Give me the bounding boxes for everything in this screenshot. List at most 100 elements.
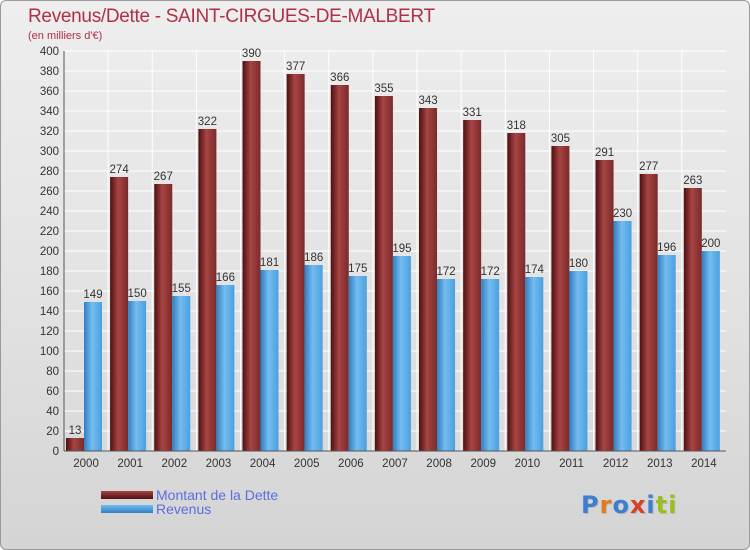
- x-tick-label: 2002: [162, 458, 188, 470]
- bar-debt: [242, 61, 261, 451]
- bar-debt: [330, 85, 349, 451]
- data-label-revenue: 200: [701, 238, 720, 250]
- bar-debt: [198, 129, 217, 451]
- y-tick-label: 40: [46, 406, 59, 418]
- bar-debt: [66, 438, 84, 451]
- y-tick-label: 100: [40, 346, 59, 358]
- logo-letter: i: [646, 491, 656, 519]
- data-label-debt: 322: [198, 116, 217, 128]
- y-tick-label: 280: [40, 166, 59, 178]
- data-label-debt: 318: [507, 120, 526, 132]
- data-label-debt: 331: [463, 107, 482, 119]
- logo-letter: o: [612, 491, 630, 519]
- y-tick-label: 220: [40, 226, 59, 238]
- bar-revenue: [128, 301, 147, 451]
- x-tick-label: 2000: [73, 458, 99, 470]
- data-label-revenue: 230: [613, 208, 632, 220]
- data-label-revenue: 186: [304, 252, 323, 264]
- logo-letter: t: [655, 491, 669, 519]
- bar-debt: [507, 133, 526, 451]
- x-tick-label: 2010: [515, 458, 541, 470]
- bar-revenue: [481, 279, 500, 451]
- bar-revenue: [657, 255, 676, 451]
- y-tick-label: 260: [40, 186, 59, 198]
- data-label-debt: 13: [69, 425, 82, 437]
- bar-revenue: [701, 251, 720, 451]
- logo-letter: P: [581, 491, 600, 519]
- bar-revenue: [437, 279, 456, 451]
- data-label-revenue: 166: [216, 272, 235, 284]
- data-label-debt: 277: [639, 161, 658, 173]
- bar-revenue: [613, 221, 632, 451]
- data-label-revenue: 175: [348, 263, 367, 275]
- bar-debt: [595, 160, 614, 451]
- bar-revenue: [216, 285, 235, 451]
- data-label-debt: 377: [286, 61, 305, 73]
- data-label-revenue: 180: [569, 258, 588, 270]
- revenue-swatch: [101, 505, 153, 513]
- logo-letter: x: [629, 491, 647, 519]
- bar-debt: [110, 177, 129, 451]
- data-label-revenue: 155: [172, 283, 191, 295]
- y-tick-label: 300: [40, 146, 59, 158]
- data-label-debt: 366: [330, 72, 349, 84]
- data-label-debt: 291: [595, 147, 614, 159]
- y-tick-label: 140: [40, 306, 59, 318]
- y-tick-label: 60: [46, 386, 59, 398]
- bar-debt: [286, 74, 305, 451]
- bar-debt: [419, 108, 438, 451]
- x-tick-label: 2008: [426, 458, 452, 470]
- data-label-revenue: 195: [392, 243, 411, 255]
- data-label-debt: 305: [551, 133, 570, 145]
- y-tick-label: 0: [53, 446, 59, 458]
- x-tick-label: 2012: [603, 458, 629, 470]
- data-label-revenue: 181: [260, 257, 279, 269]
- x-tick-label: 2013: [647, 458, 673, 470]
- x-tick-label: 2006: [338, 458, 364, 470]
- y-tick-label: 160: [40, 286, 59, 298]
- x-tick-label: 2014: [691, 458, 717, 470]
- bar-revenue: [569, 271, 588, 451]
- bar-debt: [551, 146, 570, 451]
- y-tick-label: 340: [40, 106, 59, 118]
- x-tick-label: 2004: [250, 458, 276, 470]
- bar-revenue: [348, 276, 367, 451]
- y-tick-label: 240: [40, 206, 59, 218]
- x-tick-label: 2003: [206, 458, 232, 470]
- y-tick-label: 360: [40, 86, 59, 98]
- y-tick-label: 400: [40, 46, 59, 58]
- x-tick-label: 2005: [294, 458, 320, 470]
- data-label-debt: 355: [374, 83, 393, 95]
- legend-label-revenue: Revenus: [156, 501, 212, 517]
- data-label-debt: 390: [242, 48, 261, 60]
- bar-revenue: [84, 302, 102, 451]
- data-label-revenue: 174: [525, 264, 545, 276]
- bar-revenue: [172, 296, 191, 451]
- bar-revenue: [392, 256, 411, 451]
- y-tick-label: 380: [40, 66, 59, 78]
- data-label-revenue: 172: [436, 266, 455, 278]
- data-label-debt: 274: [110, 164, 130, 176]
- x-tick-label: 2011: [559, 458, 584, 470]
- y-tick-label: 80: [46, 366, 59, 378]
- bar-revenue: [304, 265, 323, 451]
- data-label-debt: 343: [418, 95, 437, 107]
- y-tick-label: 180: [40, 266, 59, 278]
- bar-debt: [683, 188, 702, 451]
- bar-debt: [463, 120, 482, 451]
- data-label-revenue: 149: [83, 289, 102, 301]
- data-label-debt: 263: [683, 175, 702, 187]
- x-tick-label: 2009: [470, 458, 496, 470]
- x-tick-label: 2007: [382, 458, 408, 470]
- y-tick-label: 120: [40, 326, 59, 338]
- bar-debt: [374, 96, 393, 451]
- bar-revenue: [525, 277, 544, 451]
- y-tick-label: 200: [40, 246, 59, 258]
- legend-label-debt: Montant de la Dette: [156, 487, 279, 503]
- data-label-revenue: 172: [481, 266, 500, 278]
- data-label-revenue: 196: [657, 242, 676, 254]
- chart-title: Revenus/Dette - SAINT-CIRGUES-DE-MALBERT: [28, 6, 435, 27]
- bar-debt: [154, 184, 173, 451]
